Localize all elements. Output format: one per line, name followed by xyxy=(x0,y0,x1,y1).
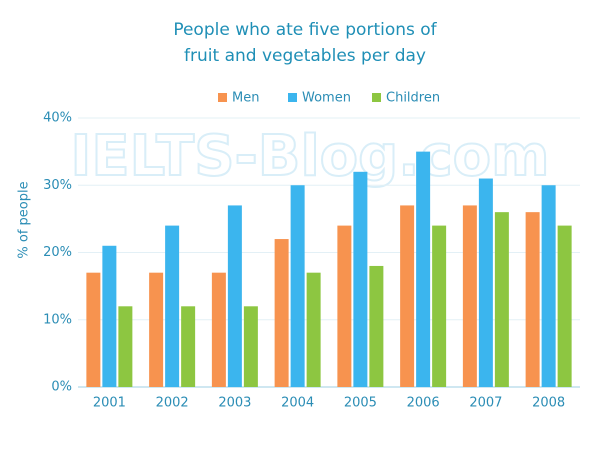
y-tick-label: 30% xyxy=(43,178,72,193)
bar xyxy=(243,306,258,387)
bar xyxy=(494,212,509,387)
bar xyxy=(290,185,305,387)
bar xyxy=(274,239,289,387)
bar xyxy=(181,306,196,387)
x-tick-label: 2002 xyxy=(156,396,189,411)
y-tick-label: 0% xyxy=(51,380,72,395)
bar xyxy=(400,205,415,387)
legend-label: Children xyxy=(386,91,440,106)
bar xyxy=(432,225,447,387)
bar xyxy=(118,306,133,387)
bar xyxy=(211,272,226,387)
bar xyxy=(227,205,242,387)
bar xyxy=(337,225,352,387)
x-tick-label: 2004 xyxy=(281,396,314,411)
chart-title: People who ate five portions of xyxy=(173,20,437,40)
legend-label: Men xyxy=(232,91,259,106)
chart-title: fruit and vegetables per day xyxy=(184,46,426,66)
bar xyxy=(165,225,180,387)
x-tick-label: 2007 xyxy=(469,396,502,411)
y-axis-label: % of people xyxy=(17,181,32,258)
legend-swatch xyxy=(288,93,297,102)
legend-label: Women xyxy=(302,91,351,106)
y-tick-label: 40% xyxy=(43,111,72,126)
bar xyxy=(478,178,493,387)
bar xyxy=(102,245,117,387)
legend-swatch xyxy=(218,93,227,102)
bar xyxy=(525,212,540,387)
bar xyxy=(86,272,101,387)
bar xyxy=(541,185,556,387)
bar xyxy=(369,265,384,387)
bar xyxy=(462,205,477,387)
bar xyxy=(353,171,368,387)
x-tick-label: 2008 xyxy=(532,396,565,411)
bar xyxy=(416,151,431,387)
y-tick-label: 20% xyxy=(43,245,72,260)
x-tick-label: 2003 xyxy=(218,396,251,411)
legend-swatch xyxy=(372,93,381,102)
bar xyxy=(149,272,164,387)
x-tick-label: 2006 xyxy=(407,396,440,411)
bar xyxy=(306,272,321,387)
watermark: IELTS-Blog.com xyxy=(70,124,549,189)
y-tick-label: 10% xyxy=(43,312,72,327)
bar xyxy=(557,225,572,387)
x-tick-label: 2001 xyxy=(93,396,126,411)
x-tick-label: 2005 xyxy=(344,396,377,411)
